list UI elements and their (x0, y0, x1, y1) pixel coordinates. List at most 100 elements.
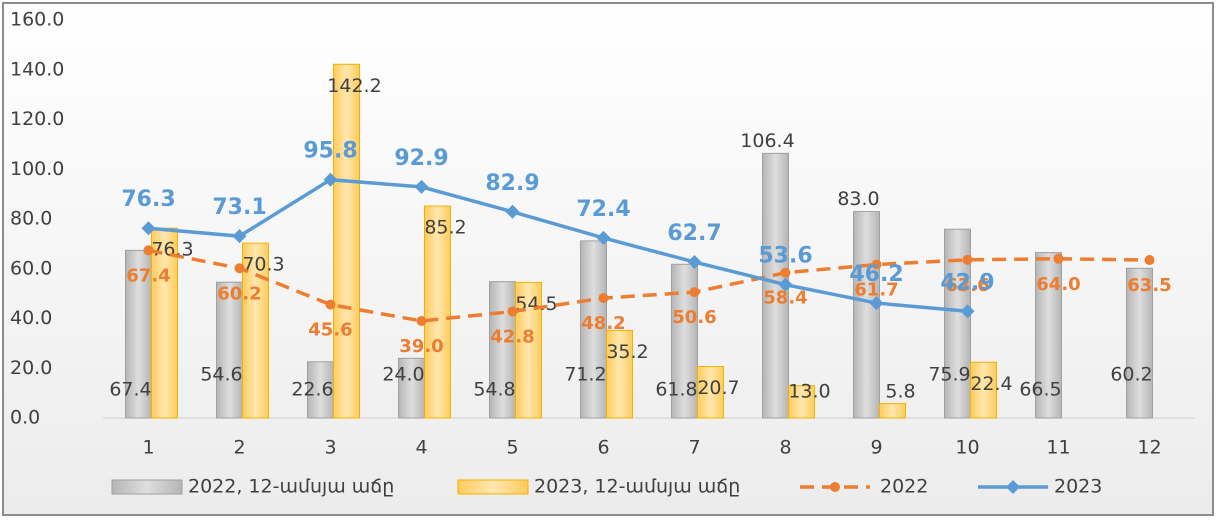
y-tick-label: 160.0 (10, 9, 64, 31)
bar-value-label: 60.2 (1110, 364, 1152, 386)
marker (507, 306, 518, 317)
line-value-label: 72.4 (576, 197, 630, 222)
bar (970, 361, 997, 419)
bar (424, 205, 451, 419)
bar (853, 211, 880, 419)
bar-value-label: 76.3 (151, 239, 193, 261)
x-tick-label: 3 (324, 437, 336, 459)
marker (234, 263, 245, 274)
line-value-label: 67.4 (126, 265, 170, 286)
x-tick-label: 7 (688, 437, 700, 459)
bar-value-label: 67.4 (109, 379, 151, 401)
y-tick-label: 100.0 (10, 158, 64, 180)
line-value-label: 64.0 (1036, 274, 1080, 295)
legend-marker (830, 482, 840, 492)
y-tick-label: 140.0 (10, 58, 64, 80)
marker (687, 255, 702, 270)
x-tick-label: 1 (142, 437, 154, 459)
line (148, 177, 968, 314)
line-value-label: 42.8 (490, 327, 534, 348)
marker (780, 267, 791, 278)
bar-value-label: 13.0 (788, 381, 830, 403)
line-value-label: 48.2 (581, 313, 625, 334)
bar (151, 227, 178, 419)
bar (515, 281, 542, 419)
legend-marker (1006, 480, 1020, 494)
bar (697, 366, 724, 419)
bar (489, 281, 516, 419)
bar-value-label: 54.6 (200, 364, 242, 386)
marker (323, 172, 338, 187)
x-tick-label: 10 (955, 437, 979, 459)
bar (580, 240, 607, 419)
marker (869, 296, 884, 311)
bar-value-label: 75.9 (928, 364, 970, 386)
x-tick-label: 12 (1137, 437, 1161, 459)
legend-swatch (457, 479, 529, 495)
bar-value-label: 106.4 (740, 130, 794, 152)
marker (596, 230, 611, 245)
bar-value-label: 71.2 (564, 364, 606, 386)
bar (606, 329, 633, 419)
bar-value-label: 61.8 (655, 379, 697, 401)
bar-value-label: 85.2 (424, 217, 466, 239)
legend-label: 2023 (1054, 476, 1102, 498)
bar-value-label: 142.2 (327, 75, 381, 97)
bar-value-label: 22.4 (970, 373, 1012, 395)
y-tick-label: 40.0 (10, 307, 52, 329)
y-tick-label: 0.0 (10, 407, 40, 429)
bar (216, 281, 243, 419)
line-value-label: 92.9 (394, 146, 448, 171)
line-value-label: 39.0 (399, 336, 443, 357)
x-tick-label: 6 (597, 437, 609, 459)
line-value-label: 46.2 (849, 262, 903, 287)
marker (778, 277, 793, 292)
line-value-label: 53.6 (758, 244, 812, 269)
bar-value-label: 54.5 (515, 293, 557, 315)
y-tick-label: 60.0 (10, 257, 52, 279)
line-value-label: 50.6 (672, 307, 716, 328)
bar-value-label: 83.0 (837, 188, 879, 210)
bar (1035, 252, 1062, 419)
marker (871, 259, 882, 270)
line-value-label: 45.6 (308, 320, 352, 341)
y-tick-label: 20.0 (10, 357, 52, 379)
line-value-label: 60.2 (217, 283, 261, 304)
bar-value-label: 20.7 (697, 377, 739, 399)
marker (689, 287, 700, 298)
line (148, 248, 1150, 323)
bar (879, 403, 906, 419)
marker (960, 304, 975, 319)
marker (143, 245, 154, 256)
x-tick-label: 11 (1046, 437, 1070, 459)
marker (1144, 255, 1155, 266)
bar (1126, 267, 1153, 419)
marker (232, 229, 247, 244)
bar-value-label: 22.6 (291, 379, 333, 401)
x-tick-label: 9 (870, 437, 882, 459)
x-tick-label: 5 (506, 437, 518, 459)
legend-label: 2023, 12-ամսյա աճը (534, 476, 740, 498)
line-value-label: 42.9 (940, 270, 994, 295)
bar (788, 385, 815, 419)
bar-value-label: 70.3 (242, 254, 284, 276)
marker (962, 254, 973, 265)
line-value-label: 63.6 (945, 275, 989, 296)
bar-value-label: 24.0 (382, 364, 424, 386)
legend-label: 2022, 12-ամսյա աճը (188, 476, 394, 498)
marker (505, 204, 520, 219)
marker (598, 293, 609, 304)
line-value-label: 76.3 (121, 187, 175, 212)
bar-value-label: 5.8 (885, 381, 915, 403)
line-value-label: 63.5 (1127, 275, 1171, 296)
line-value-label: 95.8 (303, 139, 357, 164)
x-tick-label: 8 (779, 437, 791, 459)
frame (2, 2, 1214, 516)
line-value-label: 82.9 (485, 171, 539, 196)
x-tick-label: 2 (233, 437, 245, 459)
bar-value-label: 54.8 (473, 379, 515, 401)
marker (1053, 253, 1064, 264)
line-value-label: 61.7 (854, 280, 898, 301)
